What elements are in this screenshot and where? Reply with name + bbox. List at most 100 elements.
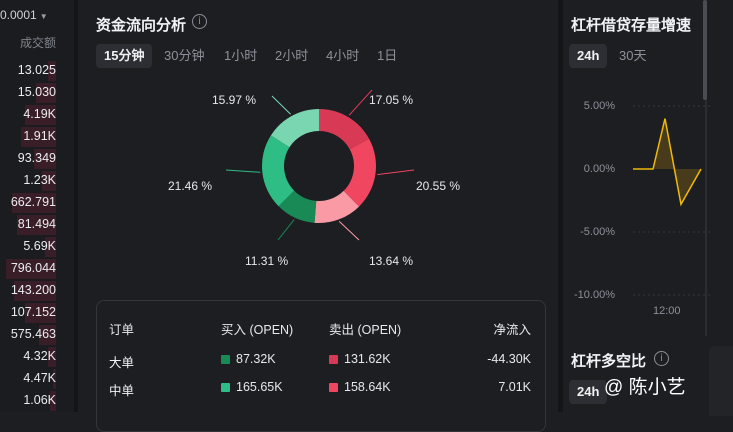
- volume-value: 796.044: [10, 261, 56, 275]
- col-header-sell: 卖出 (OPEN): [329, 323, 402, 337]
- volume-value: 4.19K: [23, 107, 56, 121]
- donut-slice[interactable]: [314, 190, 360, 223]
- column-divider: [558, 0, 563, 412]
- donut-slice[interactable]: [262, 135, 295, 207]
- row-name-medium: 中单: [109, 384, 135, 398]
- volume-row: 107.152: [0, 302, 74, 324]
- col-header-buy: 买入 (OPEN): [221, 323, 294, 337]
- volume-depth-bar: [48, 347, 56, 367]
- y-tick-label: 5.00%: [583, 100, 615, 112]
- chevron-down-icon: ▼: [39, 12, 48, 21]
- volume-depth-bar: [36, 83, 56, 103]
- volume-row: 5.69K: [0, 236, 74, 258]
- info-icon[interactable]: i: [654, 351, 669, 366]
- fund-flow-donut-chart: 17.05 % 20.55 % 13.64 % 11.31 % 21.46 % 15.97…: [168, 89, 460, 268]
- volume-row: 4.32K: [0, 346, 74, 368]
- volume-row: 1.23K: [0, 170, 74, 192]
- volume-row: 1.06K: [0, 390, 74, 412]
- volume-row: 1.91K: [0, 126, 74, 148]
- donut-slice[interactable]: [319, 109, 370, 150]
- sparkline-area: [633, 118, 701, 205]
- volume-row: 13.025: [0, 60, 74, 82]
- tab-1h[interactable]: 1小时: [224, 48, 258, 63]
- col-header-order: 订单: [109, 323, 135, 337]
- scrollbar-track[interactable]: [705, 100, 707, 336]
- x-tick-label: 12:00: [653, 305, 681, 317]
- row-net-large: -44.30K: [487, 352, 531, 366]
- volume-row: 4.19K: [0, 104, 74, 126]
- precision-value: 0.0001: [0, 8, 37, 22]
- margin-loan-title: 杠杆借贷存量增速: [571, 17, 692, 34]
- row-name-large: 大单: [109, 356, 135, 370]
- volume-row: 796.044: [0, 258, 74, 280]
- side-panel-edge: [709, 346, 733, 416]
- tab-24h[interactable]: 24h: [569, 380, 608, 404]
- volume-value: 5.69K: [23, 239, 56, 253]
- margin-loan-panel: 杠杆借贷存量增速 24h 30天 5.00% 0.00% -5.00% -10.…: [563, 0, 733, 412]
- volume-depth-bar: [48, 61, 56, 81]
- fund-flow-panel: 资金流向分析 i 15分钟 30分钟 1小时 2小时 4小时 1日 17.05 …: [78, 0, 558, 432]
- y-tick-label: -5.00%: [580, 226, 615, 238]
- slice-percent-label: 17.05 %: [369, 93, 413, 107]
- slice-leader-line: [271, 95, 291, 115]
- watermark-text: @ 陈小艺: [604, 377, 686, 398]
- slice-leader-line: [348, 89, 373, 116]
- tab-2h[interactable]: 2小时: [275, 48, 309, 63]
- row-sell-medium: 158.64K: [329, 380, 391, 394]
- tab-4h[interactable]: 4小时: [326, 48, 360, 63]
- volume-value: 662.791: [10, 195, 56, 209]
- volume-depth-bar: [39, 325, 56, 345]
- margin-growth-sparkline: [633, 105, 713, 296]
- volume-value: 575.463: [10, 327, 56, 341]
- row-buy-large: 87.32K: [221, 352, 276, 366]
- buy-value: 165.65K: [236, 380, 283, 394]
- slice-percent-label: 15.97 %: [212, 93, 256, 107]
- donut-slice[interactable]: [270, 109, 319, 148]
- volume-depth-bar: [45, 237, 56, 257]
- y-tick-label: 0.00%: [583, 163, 615, 175]
- volume-value: 13.025: [17, 63, 56, 77]
- volume-value: 15.030: [17, 85, 56, 99]
- volume-row: 575.463: [0, 324, 74, 346]
- row-net-medium: 7.01K: [498, 380, 531, 394]
- volume-value: 1.91K: [23, 129, 56, 143]
- volume-value: 107.152: [10, 305, 56, 319]
- buy-legend-swatch: [221, 383, 230, 392]
- panel-title: 资金流向分析: [96, 17, 187, 34]
- volume-row: 4.47K: [0, 368, 74, 390]
- tab-1d[interactable]: 1日: [377, 48, 398, 63]
- volume-depth-bar: [14, 281, 56, 301]
- tab-30m[interactable]: 30分钟: [164, 48, 205, 63]
- donut-slice[interactable]: [278, 190, 317, 223]
- volume-value: 1.06K: [23, 393, 56, 407]
- precision-selector[interactable]: 0.0001 ▼: [0, 8, 74, 22]
- volume-value: 4.32K: [23, 349, 56, 363]
- sell-legend-swatch: [329, 383, 338, 392]
- volume-depth-bar: [12, 193, 56, 213]
- donut-slice[interactable]: [343, 138, 377, 207]
- info-icon[interactable]: i: [192, 14, 207, 29]
- volume-depth-bar: [53, 369, 56, 389]
- volume-row: 81.494: [0, 214, 74, 236]
- tab-15m[interactable]: 15分钟: [96, 44, 153, 68]
- tab-30d[interactable]: 30天: [619, 48, 647, 63]
- column-divider: [74, 0, 78, 412]
- scrollbar-thumb[interactable]: [703, 0, 707, 100]
- sell-value: 131.62K: [344, 352, 391, 366]
- volume-row: 143.200: [0, 280, 74, 302]
- volume-depth-bar: [25, 105, 56, 125]
- long-short-ratio-title: 杠杆多空比: [571, 353, 647, 370]
- volume-value: 93.349: [17, 151, 56, 165]
- volume-depth-bar: [17, 215, 56, 235]
- tab-24h[interactable]: 24h: [569, 44, 608, 68]
- row-buy-medium: 165.65K: [221, 380, 283, 394]
- slice-leader-line: [277, 219, 295, 241]
- volume-depth-bar: [50, 391, 56, 411]
- volume-column: 0.0001 ▼ 成交额 13.025 15.030 4.19K 1.91K 93.349…: [0, 0, 74, 412]
- slice-leader-line: [377, 169, 415, 176]
- volume-value: 1.23K: [23, 173, 56, 187]
- slice-leader-line: [225, 169, 261, 173]
- volume-row: 15.030: [0, 82, 74, 104]
- fund-flow-table: 订单 买入 (OPEN) 卖出 (OPEN) 净流入 大单 87.32K 131…: [96, 300, 546, 432]
- volume-row: 662.791: [0, 192, 74, 214]
